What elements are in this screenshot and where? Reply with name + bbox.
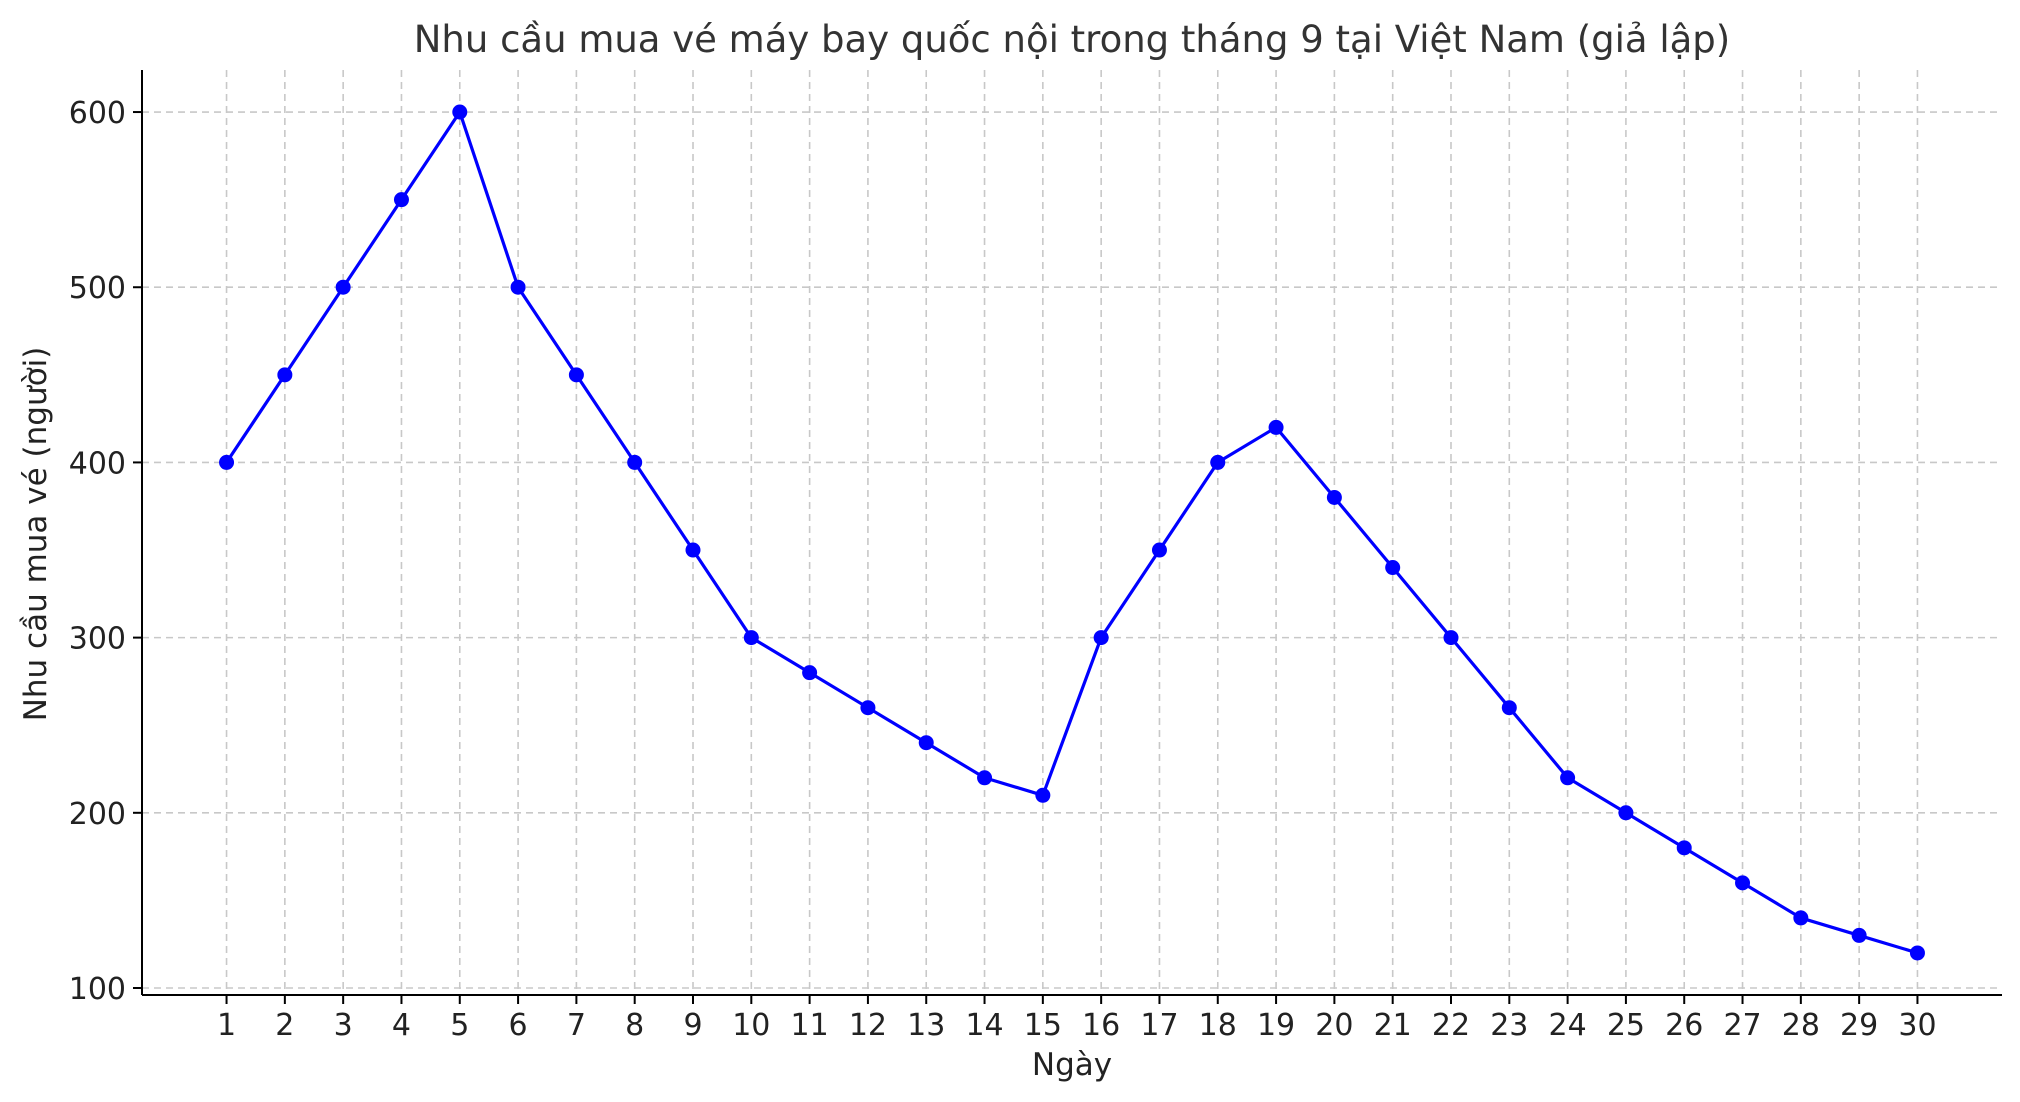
data-point <box>1151 542 1167 558</box>
data-point <box>860 700 876 716</box>
data-point <box>977 770 993 786</box>
data-point <box>1210 454 1226 470</box>
y-tick-label: 300 <box>69 622 126 657</box>
x-tick-label: 2 <box>275 1008 294 1043</box>
x-tick-label: 29 <box>1840 1008 1878 1043</box>
x-tick-label: 18 <box>1199 1008 1237 1043</box>
chart-title: Nhu cầu mua vé máy bay quốc nội trong th… <box>414 18 1730 61</box>
x-tick-label: 23 <box>1490 1008 1528 1043</box>
x-tick-label: 4 <box>392 1008 411 1043</box>
x-tick-label: 21 <box>1374 1008 1412 1043</box>
y-tick-label: 200 <box>69 797 126 832</box>
x-tick-label: 28 <box>1782 1008 1820 1043</box>
data-point <box>335 279 351 295</box>
data-point <box>568 367 584 383</box>
data-point <box>277 367 293 383</box>
data-point <box>1735 875 1751 891</box>
data-point <box>1035 787 1051 803</box>
x-tick-label: 26 <box>1665 1008 1703 1043</box>
data-point <box>393 192 409 208</box>
data-point <box>918 735 934 751</box>
x-tick-label: 22 <box>1432 1008 1470 1043</box>
data-point <box>743 630 759 646</box>
x-tick-label: 7 <box>567 1008 586 1043</box>
data-point <box>510 279 526 295</box>
x-tick-label: 3 <box>334 1008 353 1043</box>
data-point <box>1093 630 1109 646</box>
data-point <box>685 542 701 558</box>
data-point <box>1560 770 1576 786</box>
x-tick-label: 13 <box>907 1008 945 1043</box>
data-point <box>1851 927 1867 943</box>
x-tick-label: 17 <box>1140 1008 1178 1043</box>
data-point <box>1501 700 1517 716</box>
data-point <box>1618 805 1634 821</box>
x-tick-label: 9 <box>683 1008 702 1043</box>
x-axis-label: Ngày <box>1032 1047 1112 1083</box>
x-tick-label: 8 <box>625 1008 644 1043</box>
x-tick-label: 20 <box>1315 1008 1353 1043</box>
data-point <box>802 665 818 681</box>
data-point <box>219 454 235 470</box>
y-axis-label: Nhu cầu mua vé (người) <box>18 347 54 722</box>
axes-layer: 1 2 3 4 5 6 7 8 9 10 11 12 13 14 15 16 17 18 19 20 21 22 23 24 2… <box>69 70 2002 1043</box>
data-point <box>1268 419 1284 435</box>
x-tick-label: 6 <box>509 1008 528 1043</box>
data-point <box>1326 489 1342 505</box>
series-layer <box>219 104 1925 961</box>
x-tick-label: 25 <box>1607 1008 1645 1043</box>
x-tick-label: 16 <box>1082 1008 1120 1043</box>
x-tick-label: 1 <box>217 1008 236 1043</box>
x-tick-label: 15 <box>1024 1008 1062 1043</box>
data-point <box>1909 945 1925 961</box>
x-tick-label: 14 <box>965 1008 1003 1043</box>
series-line <box>225 110 1918 955</box>
data-point <box>1385 560 1401 576</box>
x-tick-label: 27 <box>1723 1008 1761 1043</box>
x-tick-label: 10 <box>732 1008 770 1043</box>
x-tick-label: 30 <box>1898 1008 1936 1043</box>
x-tick-label: 19 <box>1257 1008 1295 1043</box>
y-tick-label: 100 <box>69 972 126 1007</box>
data-point <box>1793 910 1809 926</box>
grid-layer <box>142 70 2002 995</box>
data-point <box>452 104 468 120</box>
x-tick-label: 5 <box>450 1008 469 1043</box>
data-point <box>627 454 643 470</box>
data-point <box>1443 630 1459 646</box>
x-tick-label: 11 <box>791 1008 829 1043</box>
y-tick-label: 600 <box>69 96 126 131</box>
y-tick-label: 500 <box>69 271 126 306</box>
y-tick-label: 400 <box>69 446 126 481</box>
x-tick-label: 24 <box>1549 1008 1587 1043</box>
x-tick-label: 12 <box>849 1008 887 1043</box>
data-point <box>1676 840 1692 856</box>
